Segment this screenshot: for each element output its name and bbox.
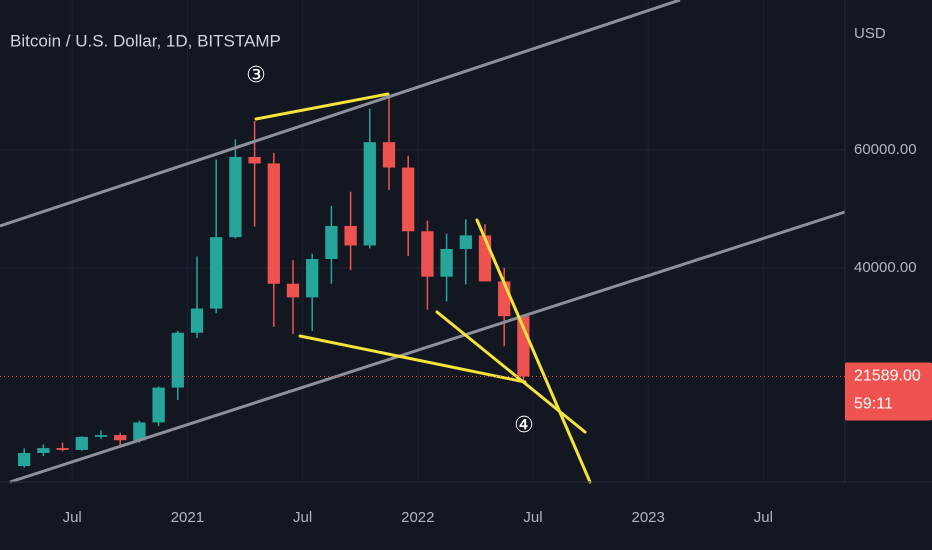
candles bbox=[18, 96, 530, 468]
y-tick-label: 40000.00 bbox=[854, 259, 917, 276]
channel-upper bbox=[0, 0, 681, 228]
candle-body bbox=[229, 156, 242, 238]
candle-body bbox=[459, 235, 472, 249]
wave-label: ④ bbox=[514, 413, 534, 438]
candle-body bbox=[306, 258, 319, 298]
last-price-label: 21589.00 bbox=[854, 368, 921, 385]
candle-body bbox=[286, 283, 300, 298]
x-tick-label: 2023 bbox=[632, 509, 665, 526]
grid bbox=[0, 0, 845, 482]
wave-label: ③ bbox=[246, 63, 266, 88]
x-tick-label: Jul bbox=[63, 509, 82, 526]
candle-body bbox=[421, 231, 434, 277]
candle-body bbox=[56, 448, 69, 450]
x-tick-label: Jul bbox=[293, 509, 312, 526]
candle-body bbox=[133, 422, 146, 441]
x-tick-label: 2021 bbox=[171, 509, 204, 526]
drawings: ③ ④ bbox=[0, 0, 846, 484]
y-tick-label: 60000.00 bbox=[854, 141, 917, 158]
candle-body bbox=[402, 167, 415, 232]
chart-title: Bitcoin / U.S. Dollar, 1D, BITSTAMP bbox=[10, 31, 281, 50]
axes: 40000.00 60000.00 Jul 2021 Jul 2022 Jul 2023 Jul… bbox=[0, 141, 932, 526]
candle-body bbox=[171, 332, 184, 388]
candle-body bbox=[344, 225, 357, 246]
last-price-box bbox=[845, 362, 932, 421]
candle-body bbox=[18, 452, 31, 467]
x-tick-label: 2022 bbox=[401, 509, 434, 526]
candle-body bbox=[267, 163, 280, 284]
candle-body bbox=[325, 225, 338, 259]
candle-body bbox=[440, 248, 453, 277]
candle-body bbox=[37, 448, 50, 453]
trend-line bbox=[298, 334, 527, 384]
candle-body bbox=[152, 387, 165, 423]
candle-body bbox=[114, 435, 127, 441]
x-tick-label: Jul bbox=[754, 509, 773, 526]
trend-line bbox=[475, 218, 592, 484]
candle-body bbox=[382, 142, 396, 168]
candle-body bbox=[363, 142, 376, 246]
candle-body bbox=[248, 156, 261, 164]
countdown: 59:11 bbox=[854, 396, 893, 413]
candle-body bbox=[94, 435, 108, 437]
trend-line bbox=[254, 92, 390, 121]
currency-label: USD bbox=[854, 25, 886, 42]
channel-lower bbox=[9, 210, 846, 484]
candle-body bbox=[210, 237, 223, 309]
candle-body bbox=[190, 308, 204, 333]
x-tick-label: Jul bbox=[523, 509, 542, 526]
candle-body bbox=[75, 436, 88, 450]
